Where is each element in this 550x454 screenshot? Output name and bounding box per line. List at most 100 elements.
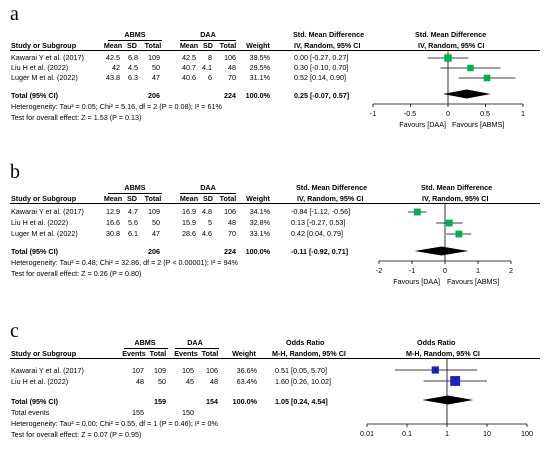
- heterogeneity-text: Heterogeneity: Tau² = 0.00; Chi² = 0.55,…: [11, 419, 218, 428]
- cell-effect-ci: 0.51 [0.05, 5.70]: [275, 366, 327, 375]
- plot-header: Std. Mean Difference: [421, 183, 493, 192]
- cell-total-ctl: 48: [228, 63, 236, 72]
- cell-total-ctl: 70: [228, 229, 236, 238]
- effect-subheader: M-H, Random, 95% CI: [272, 349, 346, 358]
- axis-tick-label: -2: [375, 266, 383, 275]
- cell-weight: 39.5%: [249, 53, 270, 62]
- group-header-exp: ABMS: [134, 338, 156, 347]
- total-n-exp: 159: [154, 397, 166, 406]
- effect-subheader: IV, Random, 95% CI: [297, 194, 364, 203]
- axis-tick-label: -1: [369, 109, 377, 118]
- axis-tick-label: 100: [521, 429, 533, 438]
- cell-total-exp: 109: [154, 366, 166, 375]
- col-header-sd: SD: [203, 41, 213, 50]
- axis-tick-label: 2: [509, 266, 513, 275]
- cell-weight: 34.1%: [249, 207, 270, 216]
- group-header-ctl: DAA: [200, 30, 216, 39]
- overall-effect-text: Test for overall effect: Z = 0.26 (P = 0…: [11, 269, 142, 278]
- cell-sd-exp: 6.8: [128, 53, 138, 62]
- favours-left: Favours [DAA]: [399, 120, 446, 129]
- plot-subheader: IV, Random, 95% CI: [418, 41, 485, 50]
- col-header-mean: Mean: [179, 41, 199, 50]
- plot-subheader: M-H, Random, 95% CI: [406, 349, 480, 358]
- underline-exp: [108, 40, 162, 41]
- plot-header: Std. Mean Difference: [415, 30, 487, 39]
- total-n-ctl: 224: [224, 247, 236, 256]
- underline-exp: [108, 193, 162, 194]
- cell-sd-exp: 4.5: [128, 63, 138, 72]
- col-header-weight: Weight: [232, 349, 256, 358]
- group-header-exp: ABMS: [124, 183, 146, 192]
- cell-total-ctl: 106: [224, 207, 236, 216]
- cell-sd-exp: 6.1: [128, 229, 138, 238]
- total-weight: 100.0%: [245, 91, 270, 100]
- effect-header: Std. Mean Difference: [296, 183, 368, 192]
- cell-events-ctl: 105: [182, 366, 194, 375]
- axis-tick-label: 1: [521, 109, 525, 118]
- panel-label: a: [10, 3, 19, 25]
- total-label: Total (95% CI): [11, 247, 58, 256]
- point-estimate-square: [445, 219, 453, 227]
- cell-mean-ctl: 16.9: [182, 207, 196, 216]
- cell-weight: 33.1%: [249, 229, 270, 238]
- cell-weight: 29.5%: [249, 63, 270, 72]
- cell-effect-ci: -0.84 [-1.12, -0.56]: [291, 207, 351, 216]
- axis-tick-label: 0: [443, 266, 447, 275]
- cell-sd-ctl: 8: [208, 53, 212, 62]
- overall-effect-text: Test for overall effect: Z = 0.07 (P = 0…: [11, 430, 142, 439]
- overall-effect-text: Test for overall effect: Z = 1.53 (P = 0…: [11, 113, 142, 122]
- total-n-exp: 206: [148, 247, 160, 256]
- header-rule: [10, 358, 540, 359]
- favours-right: Favours [ABMS]: [452, 120, 505, 129]
- cell-events-exp: 107: [132, 366, 144, 375]
- axis-tick-label: 10: [483, 429, 491, 438]
- study-name: Liu H et al. (2022): [11, 63, 69, 72]
- col-header-study: Study or Subgroup: [11, 41, 77, 50]
- cell-mean-exp: 43.8: [106, 73, 120, 82]
- cell-total-exp: 50: [152, 63, 160, 72]
- cell-total-exp: 50: [152, 218, 160, 227]
- cell-weight: 63.4%: [236, 377, 257, 386]
- underline-ctl: [180, 193, 236, 194]
- study-name: Kawarai Y et al. (2017): [11, 366, 84, 375]
- cell-total-ctl: 48: [228, 218, 236, 227]
- favours-left: Favours [DAA]: [393, 277, 440, 286]
- axis-tick-label: 1: [476, 266, 480, 275]
- heterogeneity-text: Heterogeneity: Tau² = 0.48; Chi² = 32.86…: [11, 258, 238, 267]
- cell-mean-ctl: 40.7: [182, 63, 196, 72]
- total-effect-ci: 1.05 [0.24, 4.54]: [275, 397, 328, 406]
- axis-tick-label: 0.1: [402, 429, 412, 438]
- cell-effect-ci: 0.52 [0.14, 0.90]: [294, 73, 346, 82]
- total-effect-ci: -0.11 [-0.92, 0.71]: [291, 247, 349, 256]
- cell-effect-ci: 0.42 [0.04, 0.79]: [291, 229, 343, 238]
- axis-tick-label: 1: [445, 429, 449, 438]
- col-header-total: Total: [201, 349, 219, 358]
- total-n-ctl: 224: [224, 91, 236, 100]
- col-header-events: Events: [174, 349, 198, 358]
- underline-ctl: [180, 40, 236, 41]
- study-name: Luger M et al. (2022): [11, 73, 78, 82]
- cell-weight: 31.1%: [249, 73, 270, 82]
- cell-total-exp: 50: [158, 377, 166, 386]
- total-effect-ci: 0.25 [-0.07, 0.57]: [294, 91, 350, 100]
- study-name: Kawarai Y et al. (2017): [11, 207, 84, 216]
- total-weight: 100.0%: [232, 397, 257, 406]
- col-header-events: Events: [122, 349, 146, 358]
- panel-label: b: [10, 161, 20, 183]
- total-label: Total (95% CI): [11, 397, 58, 406]
- col-header-total: Total: [144, 41, 162, 50]
- cell-sd-ctl: 6: [208, 73, 212, 82]
- cell-mean-exp: 12.9: [106, 207, 120, 216]
- point-estimate-square: [444, 54, 452, 62]
- effect-subheader: IV, Random, 95% CI: [294, 41, 361, 50]
- col-header-weight: Weight: [246, 194, 270, 203]
- col-header-mean: Mean: [179, 194, 199, 203]
- pooled-estimate-diamond: [414, 246, 469, 256]
- cell-mean-ctl: 15.9: [182, 218, 196, 227]
- cell-sd-exp: 4.7: [128, 207, 138, 216]
- cell-total-ctl: 70: [228, 73, 236, 82]
- point-estimate-square: [483, 74, 491, 82]
- cell-mean-ctl: 40.6: [182, 73, 196, 82]
- col-header-mean: Mean: [103, 194, 123, 203]
- cell-total-exp: 109: [148, 207, 160, 216]
